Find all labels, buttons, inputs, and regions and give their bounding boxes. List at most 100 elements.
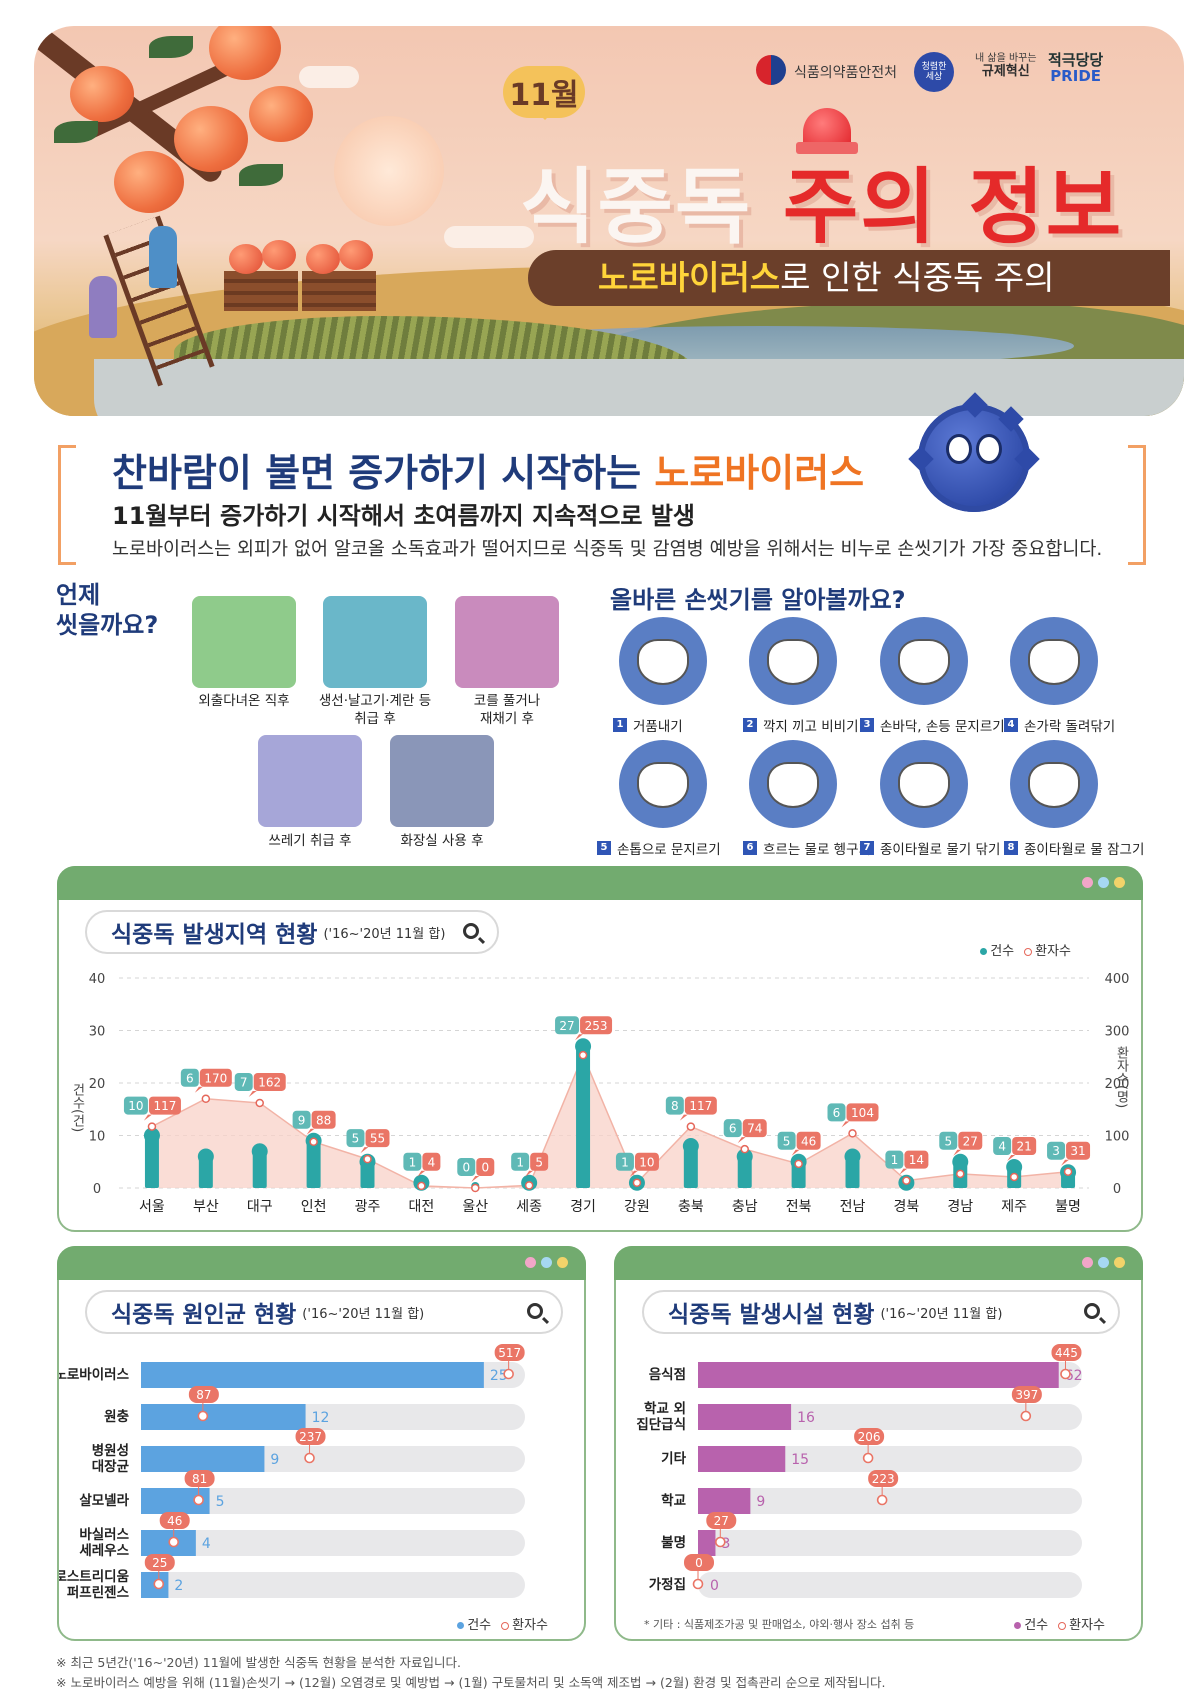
- panel-header: [57, 866, 1143, 900]
- cases-bar: [141, 1530, 196, 1556]
- leaf-illustration: [149, 36, 193, 58]
- legend-dot-icon: [1014, 1622, 1022, 1629]
- intro-description: 노로바이러스는 외피가 없어 알코올 소독효과가 떨어지므로 식중독 및 감염병…: [112, 539, 1103, 560]
- cases-data-label-bg: [885, 1150, 904, 1169]
- cases-value-label: 2: [174, 1578, 183, 1594]
- step-label: 손톱으로 문지르기: [617, 842, 721, 858]
- siren-base: [796, 142, 858, 154]
- cases-bar-cap: [1006, 1159, 1023, 1175]
- mascot-eye: [976, 434, 1002, 464]
- cases-bar-cap: [575, 1038, 592, 1055]
- patients-data-label-bg: [253, 1072, 286, 1091]
- x-tick-label: 서울: [139, 1199, 165, 1215]
- patients-data-label: 31: [1070, 1144, 1085, 1158]
- x-tick-label: 대전: [409, 1199, 435, 1215]
- bar-track: [698, 1530, 1082, 1556]
- cases-bar-cap: [143, 1127, 160, 1144]
- cases-bar: [141, 1404, 306, 1430]
- data-label-pointer: [841, 1121, 850, 1128]
- step-label: 흐르는 물로 헹구기: [763, 842, 871, 858]
- siren-icon: [803, 108, 851, 146]
- patients-data-label-bg: [365, 1129, 390, 1148]
- patients-value-label: 25: [152, 1556, 167, 1570]
- apple-illustration: [339, 240, 373, 270]
- region-chart-legend: 건수 환자수: [980, 940, 1071, 959]
- category-label: 불명: [661, 1534, 686, 1551]
- step-label: 손바닥, 손등 문지르기: [880, 719, 1005, 735]
- panel-header: [57, 1246, 586, 1280]
- cases-bar: [306, 1140, 321, 1188]
- cases-data-label-bg: [234, 1072, 253, 1091]
- bar-track: [698, 1404, 1082, 1430]
- legend-dot-icon: [457, 1622, 465, 1629]
- category-label: 대장균: [92, 1458, 130, 1475]
- category-label: 학교: [661, 1493, 686, 1509]
- patients-point: [862, 1452, 874, 1464]
- cases-bar-cap: [952, 1153, 969, 1170]
- patients-label-bg: [159, 1512, 190, 1529]
- cases-bar: [141, 1446, 265, 1472]
- patients-point: [153, 1578, 165, 1590]
- handwash-step-5-icon: [619, 740, 707, 828]
- cases-data-label: 5: [944, 1134, 952, 1148]
- x-tick-label: 부산: [193, 1199, 219, 1215]
- patients-point: [503, 1368, 514, 1380]
- banner-footer-band: [94, 359, 1184, 416]
- clean-world-logo: 청렴한 세상: [914, 52, 954, 92]
- patients-data-label-bg: [958, 1131, 983, 1150]
- intro-title: 찬바람이 불면 증가하기 시작하는 노로바이러스: [112, 442, 864, 497]
- handwash-step-1-icon: [619, 617, 707, 705]
- left-bracket: [58, 445, 76, 565]
- cases-bar-cap: [251, 1143, 268, 1160]
- subtitle-highlight: 노로바이러스: [598, 258, 781, 297]
- data-label-pointer: [417, 1170, 426, 1177]
- persimmon-illustration: [70, 66, 134, 122]
- cases-bar: [698, 1362, 1059, 1388]
- handwash-step-caption: 1 거품내기: [613, 715, 683, 735]
- patients-value-label: 206: [858, 1430, 881, 1444]
- patients-label-bg: [706, 1512, 737, 1529]
- patients-point: [740, 1144, 749, 1154]
- handwash-step-2-icon: [749, 617, 837, 705]
- cause-chart-title: 식중독 원인균 현황: [111, 1302, 297, 1328]
- patients-data-label-bg: [311, 1110, 336, 1129]
- step-number: 3: [860, 718, 874, 732]
- cloud-illustration: [299, 66, 359, 88]
- patients-point: [1020, 1410, 1032, 1422]
- bar-track: [698, 1446, 1082, 1472]
- patients-data-label: 55: [370, 1132, 385, 1146]
- handwash-step-caption: 6 흐르는 물로 헹구기: [743, 838, 871, 858]
- legend-circle-icon: [1058, 1621, 1067, 1630]
- hand-icon: [767, 762, 819, 808]
- search-icon: [527, 1303, 543, 1319]
- category-label: 병원성: [92, 1442, 129, 1459]
- handwash-step-caption: 8 종이타월로 물 잠그기: [1004, 838, 1144, 858]
- step-number: 2: [743, 718, 757, 732]
- cases-data-label-bg: [403, 1152, 422, 1171]
- cases-value-label: 5: [216, 1494, 225, 1510]
- y-left-tick-label: 0: [93, 1182, 101, 1197]
- window-dots: [1082, 877, 1125, 888]
- x-tick-label: 전북: [786, 1199, 812, 1215]
- patients-point: [197, 1410, 209, 1422]
- patients-data-label-bg: [846, 1103, 879, 1122]
- legend-patients-label: 환자수: [1035, 944, 1071, 959]
- handwash-step-caption: 3 손바닥, 손등 문지르기: [860, 715, 1005, 735]
- patients-point: [417, 1181, 426, 1191]
- legend-cases: 건수: [980, 940, 1014, 959]
- y-left-axis-label: 건수(건): [70, 1083, 85, 1132]
- x-tick-label: 경남: [947, 1199, 973, 1215]
- mascot-spike: [1014, 446, 1040, 472]
- cases-data-label: 1: [891, 1153, 899, 1167]
- cause-chart-searchbar: 식중독 원인균 현황 ('16~'20년 11월 합): [85, 1290, 563, 1334]
- patients-data-label-bg: [742, 1119, 767, 1138]
- persimmon-illustration: [114, 151, 184, 213]
- cases-bar: [737, 1156, 752, 1188]
- facility-note: * 기타 : 식품제조가공 및 판매업소, 야외·행사 장소 섭취 등: [644, 1618, 915, 1631]
- step-number: 6: [743, 841, 757, 855]
- patients-data-label: 46: [801, 1134, 816, 1148]
- hand-icon: [898, 762, 950, 808]
- when-caption: 화장실 사용 후: [382, 832, 502, 850]
- government-emblem-icon: [756, 55, 786, 85]
